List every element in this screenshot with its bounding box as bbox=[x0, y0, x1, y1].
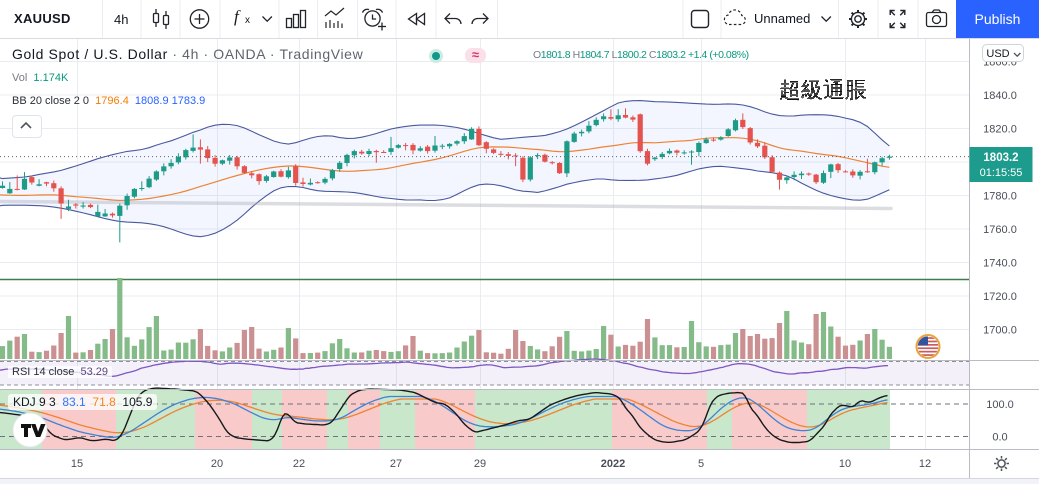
svg-text:5: 5 bbox=[698, 458, 704, 470]
svg-text:1803.2: 1803.2 bbox=[983, 152, 1018, 164]
svg-text:01:15:55: 01:15:55 bbox=[980, 167, 1023, 179]
svg-text:2022: 2022 bbox=[601, 458, 625, 470]
svg-text:22: 22 bbox=[293, 458, 305, 470]
svg-text:1840.0: 1840.0 bbox=[983, 90, 1017, 102]
svg-text:20: 20 bbox=[211, 458, 223, 470]
svg-text:15: 15 bbox=[71, 458, 83, 470]
svg-text:27: 27 bbox=[390, 458, 402, 470]
svg-text:10: 10 bbox=[839, 458, 851, 470]
svg-text:USD: USD bbox=[986, 48, 1009, 60]
svg-text:1740.0: 1740.0 bbox=[983, 257, 1017, 269]
svg-text:1700.0: 1700.0 bbox=[983, 324, 1017, 336]
svg-text:1780.0: 1780.0 bbox=[983, 190, 1017, 202]
svg-text:1820.0: 1820.0 bbox=[983, 123, 1017, 135]
svg-text:1760.0: 1760.0 bbox=[983, 224, 1017, 236]
svg-text:0.0: 0.0 bbox=[992, 432, 1007, 444]
svg-text:1720.0: 1720.0 bbox=[983, 291, 1017, 303]
svg-text:100.0: 100.0 bbox=[986, 399, 1014, 411]
svg-text:12: 12 bbox=[919, 458, 931, 470]
svg-text:29: 29 bbox=[474, 458, 486, 470]
